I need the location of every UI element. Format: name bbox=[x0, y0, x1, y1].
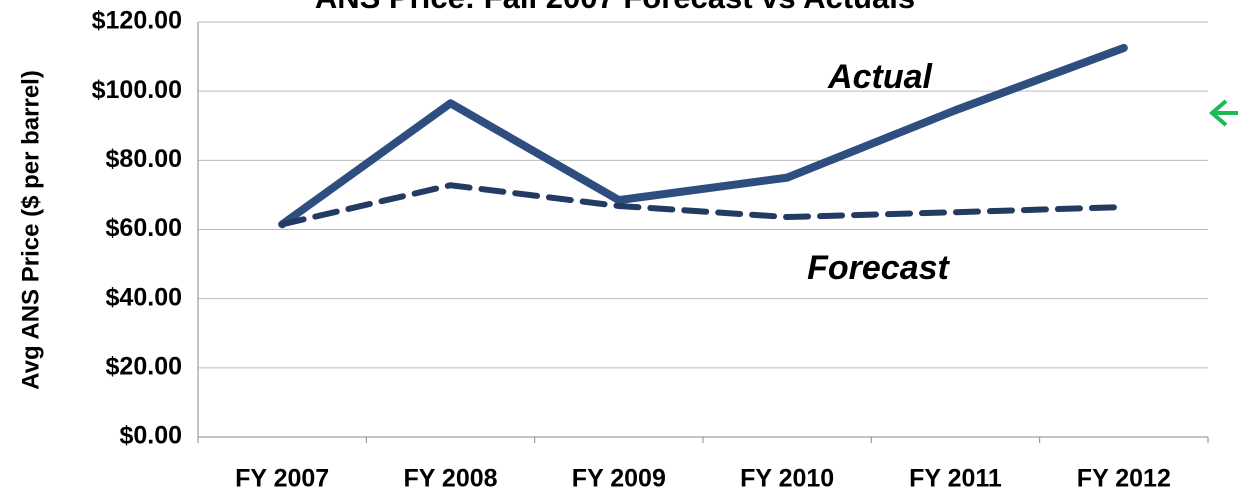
chart-title: ANS Price: Fall 2007 Forecast vs Actuals bbox=[315, 0, 915, 15]
arrow bbox=[1208, 99, 1238, 127]
series-annotation: Forecast bbox=[807, 249, 950, 287]
y-tick-label: $40.00 bbox=[106, 283, 182, 311]
x-tick-label: FY 2009 bbox=[572, 465, 666, 493]
x-tick-label: FY 2012 bbox=[1077, 465, 1171, 493]
y-tick-label: $100.00 bbox=[92, 76, 182, 104]
y-tick-label: $120.00 bbox=[92, 7, 182, 35]
y-tick-label: $60.00 bbox=[106, 214, 182, 242]
y-axis-label: Avg ANS Price ($ per barrel) bbox=[17, 70, 44, 390]
x-tick-label: FY 2010 bbox=[740, 465, 834, 493]
y-tick-label: $0.00 bbox=[119, 422, 182, 450]
series-annotation: Actual bbox=[827, 58, 933, 96]
series-line bbox=[279, 182, 1127, 228]
x-tick-label: FY 2008 bbox=[403, 465, 497, 493]
x-tick-label: FY 2007 bbox=[235, 465, 329, 493]
y-tick-label: $80.00 bbox=[106, 145, 182, 173]
y-tick-label: $20.00 bbox=[106, 352, 182, 380]
x-tick-label: FY 2011 bbox=[909, 465, 1002, 493]
series-line bbox=[278, 43, 1128, 229]
